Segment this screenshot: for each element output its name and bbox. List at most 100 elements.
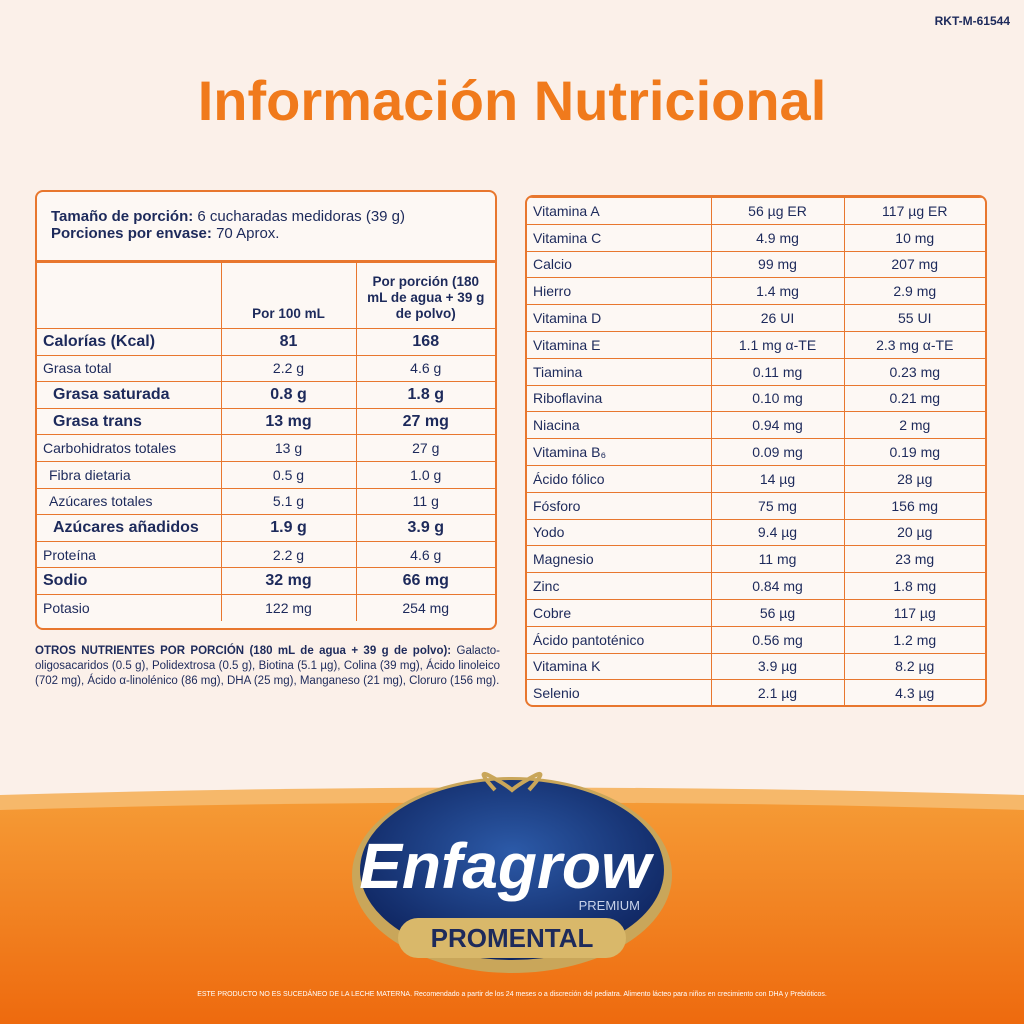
value-cell: 0.19 mg [843, 438, 985, 466]
value-cell: 2.1 µg [710, 679, 845, 705]
value-cell: 1.0 g [355, 460, 495, 489]
nutrition-table: Tamaño de porción: 6 cucharadas medidora… [35, 190, 497, 630]
bow [481, 771, 543, 793]
nutrient-cell: Azúcares totales [37, 487, 222, 516]
value-cell: 11 mg [710, 545, 845, 574]
nutrient-cell: Grasa total [37, 354, 222, 383]
value-cell: 2.2 g [220, 354, 357, 383]
row: Riboflavina 0.10 mg 0.21 mg [527, 384, 985, 413]
vitamin-table: Vitamina A 56 µg ER 117 µg ER Vitamina C 4.9… [525, 195, 987, 707]
header-cell [37, 262, 222, 329]
value-cell: 0.84 mg [710, 572, 845, 600]
nutrient-cell: Riboflavina [527, 384, 712, 413]
value-cell: 55 UI [843, 304, 985, 332]
row: Ácido fólico 14 µg 28 µg [527, 464, 985, 493]
nutrient-cell: Vitamina K [527, 652, 712, 681]
serving-size: Tamaño de porción: 6 cucharadas medidora… [51, 208, 495, 225]
nutrient-cell: Vitamina C [527, 223, 712, 252]
row: Fibra dietaria 0.5 g 1.0 g [37, 460, 495, 489]
row: Magnesio 11 mg 23 mg [527, 545, 985, 574]
logo-oval [360, 780, 664, 960]
nutrient-cell: Cobre [527, 598, 712, 627]
row: Niacina 0.94 mg 2 mg [527, 411, 985, 440]
nutrient-cell: Carbohidratos totales [37, 434, 222, 462]
value-cell: 13 g [220, 434, 357, 462]
nutrient-cell: Niacina [527, 411, 712, 440]
value-cell: 4.3 µg [843, 679, 985, 705]
row: Vitamina B₆ 0.09 mg 0.19 mg [527, 438, 985, 466]
value-cell: 0.09 mg [710, 438, 845, 466]
nutrient-cell: Vitamina E [527, 330, 712, 359]
value-cell: 0.56 mg [710, 625, 845, 654]
value-cell: 56 µg ER [710, 197, 845, 225]
nutrient-cell: Ácido fólico [527, 464, 712, 493]
row: Grasa total 2.2 g 4.6 g [37, 354, 495, 383]
value: 70 Aprox. [216, 225, 280, 242]
value-cell: 2 mg [843, 411, 985, 440]
value-cell: 117 µg [843, 598, 985, 627]
nutrient-cell: Ácido pantoténico [527, 625, 712, 654]
nutrient-cell: Grasa saturada [37, 381, 222, 409]
row: Vitamina A 56 µg ER 117 µg ER [527, 197, 985, 225]
value-cell: 0.10 mg [710, 384, 845, 413]
row: Azúcares totales 5.1 g 11 g [37, 487, 495, 516]
nutrient-cell: Zinc [527, 572, 712, 600]
value-cell: 4.6 g [355, 540, 495, 569]
value-cell: 27 mg [355, 407, 495, 436]
value-cell: 56 µg [710, 598, 845, 627]
row: Azúcares añadidos 1.9 g 3.9 g [37, 514, 495, 542]
value-cell: 0.21 mg [843, 384, 985, 413]
value-cell: 99 mg [710, 250, 845, 279]
value-cell: 1.9 g [220, 514, 357, 542]
nutrient-cell: Calcio [527, 250, 712, 279]
title: Información Nutricional [197, 69, 827, 132]
nutrient-cell: Potasio [37, 593, 222, 622]
row: Sodio 32 mg 66 mg [37, 567, 495, 595]
header-row: Por 100 mL Por porción (180 mL de agua + … [37, 262, 495, 329]
value-cell: 4.6 g [355, 354, 495, 383]
value-cell: 0.5 g [220, 460, 357, 489]
value-cell: 2.3 mg α-TE [843, 330, 985, 359]
row: Calorías (Kcal) 81 168 [37, 328, 495, 356]
value-cell: 27 g [355, 434, 495, 462]
nutrient-cell: Grasa trans [37, 407, 222, 436]
value: 6 cucharadas medidoras (39 g) [197, 208, 406, 225]
nutrient-cell: Fibra dietaria [37, 460, 222, 489]
value-cell: 9.4 µg [710, 518, 845, 547]
value-cell: 207 mg [843, 250, 985, 279]
row: Proteína 2.2 g 4.6 g [37, 540, 495, 569]
value-cell: 122 mg [220, 593, 357, 622]
row: Selenio 2.1 µg 4.3 µg [527, 679, 985, 705]
row: Zinc 0.84 mg 1.8 mg [527, 572, 985, 600]
row: Tiamina 0.11 mg 0.23 mg [527, 357, 985, 386]
row: Carbohidratos totales 13 g 27 g [37, 434, 495, 462]
value-cell: 4.9 mg [710, 223, 845, 252]
nutrient-cell: Vitamina D [527, 304, 712, 332]
row: Potasio 122 mg 254 mg [37, 593, 495, 622]
value-cell: 28 µg [843, 464, 985, 493]
brand-name: Enfagrow [359, 830, 655, 902]
row: Vitamina C 4.9 mg 10 mg [527, 223, 985, 252]
value-cell: 2.9 mg [843, 277, 985, 306]
brand-band: Enfagrow PREMIUM PROMENTAL ESTE PRODUCTO… [0, 771, 1024, 1024]
value-cell: 168 [355, 328, 495, 356]
row: Grasa saturada 0.8 g 1.8 g [37, 381, 495, 409]
line-badge [398, 918, 626, 958]
row: Cobre 56 µg 117 µg [527, 598, 985, 627]
nutrient-cell: Yodo [527, 518, 712, 547]
code: RKT-M-61544 [934, 14, 1010, 28]
value-cell: 20 µg [843, 518, 985, 547]
nutrient-cell: Fósforo [527, 491, 712, 520]
label: Tamaño de porción: [51, 208, 194, 225]
value-cell: 0.11 mg [710, 357, 845, 386]
value-cell: 3.9 g [355, 514, 495, 542]
value-cell: 1.4 mg [710, 277, 845, 306]
nutrient-cell: Magnesio [527, 545, 712, 574]
row: Calcio 99 mg 207 mg [527, 250, 985, 279]
value-cell: 2.2 g [220, 540, 357, 569]
nutrient-cell: Azúcares añadidos [37, 514, 222, 542]
value-cell: 0.8 g [220, 381, 357, 409]
value-cell: 11 g [355, 487, 495, 516]
value-cell: 1.1 mg α-TE [710, 330, 845, 359]
